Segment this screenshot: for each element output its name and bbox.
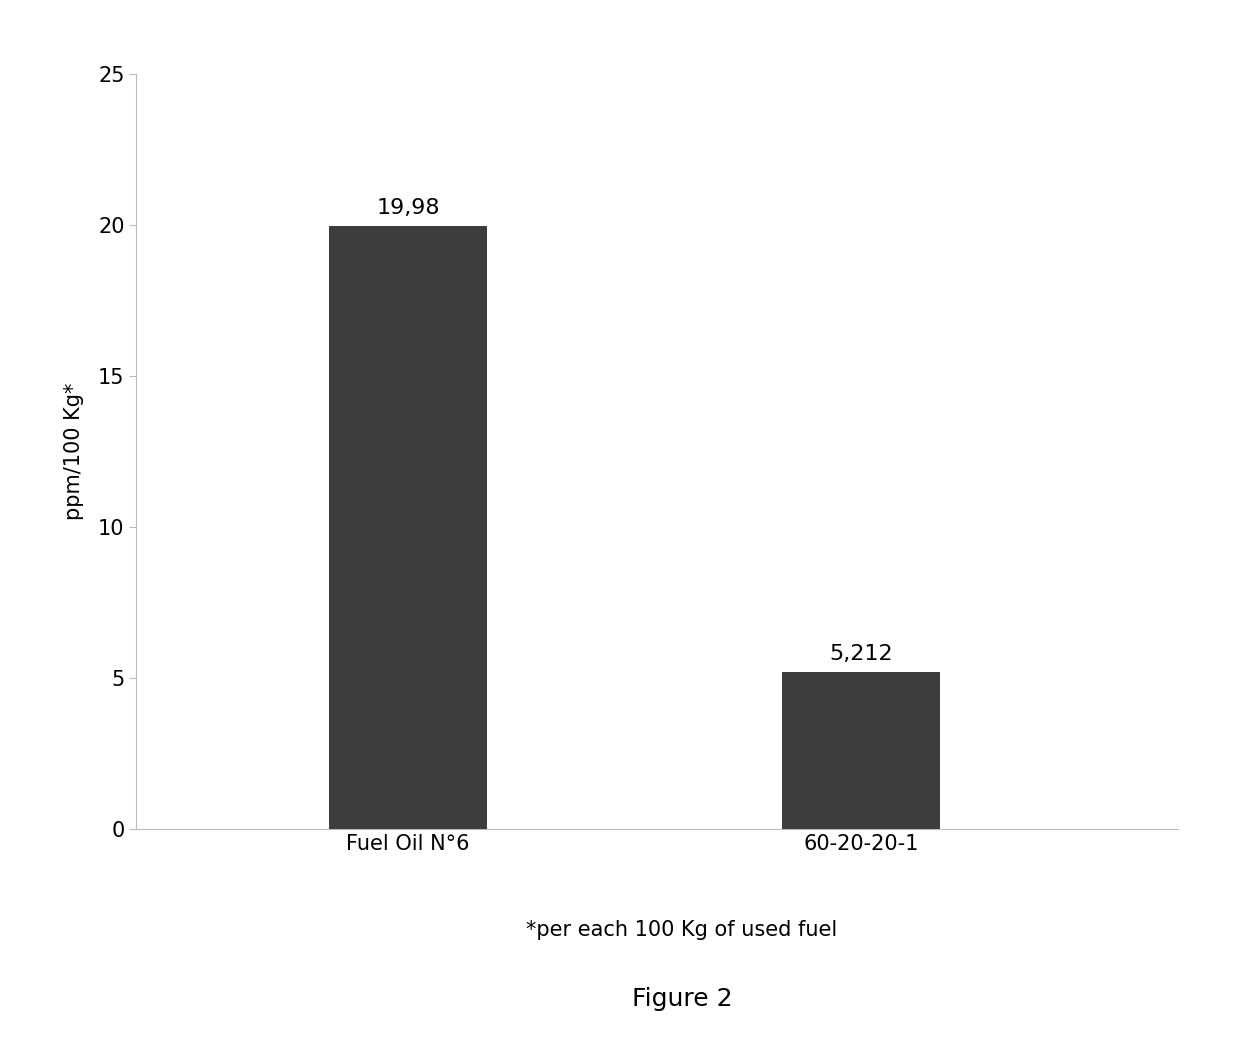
Bar bbox=[781, 672, 940, 829]
Text: Figure 2: Figure 2 bbox=[631, 988, 733, 1011]
Bar bbox=[329, 226, 487, 829]
Y-axis label: ppm/100 Kg*: ppm/100 Kg* bbox=[64, 383, 84, 521]
Text: 19,98: 19,98 bbox=[377, 199, 440, 218]
Text: 5,212: 5,212 bbox=[830, 644, 893, 664]
Text: *per each 100 Kg of used fuel: *per each 100 Kg of used fuel bbox=[526, 921, 838, 940]
